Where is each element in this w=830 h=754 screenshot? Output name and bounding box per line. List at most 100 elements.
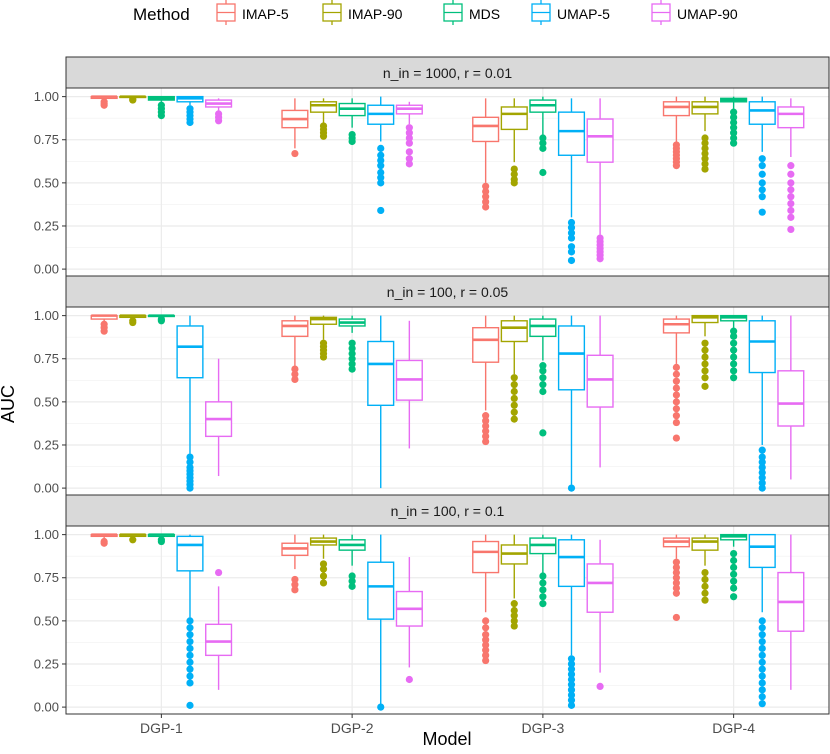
outlier-point: [730, 139, 738, 147]
boxplot-imap-5: [662, 96, 690, 170]
box-iqr: [748, 101, 776, 125]
outlier-point: [672, 563, 681, 571]
outlier-point: [348, 355, 356, 363]
y-tick-label: 1.00: [34, 308, 59, 323]
boxplot-imap-90: [309, 534, 338, 587]
facet-strip: [65, 56, 830, 89]
outlier-point: [319, 339, 328, 347]
boxplot-umap-5: [176, 534, 204, 709]
boxplot-imap-90: [309, 315, 338, 361]
outlier-point: [672, 398, 681, 406]
facet-strip: [65, 494, 830, 527]
outlier-point: [567, 234, 576, 242]
outlier-point: [701, 374, 709, 382]
outlier-point: [758, 458, 766, 466]
outlier-point: [730, 108, 738, 116]
outlier-point: [567, 665, 576, 673]
outlier-point: [758, 631, 766, 639]
outlier-point: [567, 218, 576, 227]
box-iqr: [281, 320, 309, 338]
outlier-point: [672, 558, 681, 566]
outlier-point: [377, 162, 385, 170]
boxplot-umap-5: [748, 533, 776, 708]
legend: Method IMAP-5 IMAP-90 MDS UMAP-5 UMAP-90: [133, 0, 738, 25]
outlier-point: [730, 129, 738, 137]
outlier-point: [482, 624, 490, 632]
y-tick-label: 0.00: [34, 262, 59, 277]
outlier-point: [510, 617, 518, 625]
boxplot-imap-90: [500, 534, 528, 630]
outlier-point: [672, 613, 681, 622]
outlier-point: [377, 144, 385, 152]
outlier-point: [672, 589, 681, 597]
outlier-point: [482, 437, 490, 446]
outlier-point: [596, 682, 604, 691]
box-iqr: [472, 116, 500, 143]
boxplot-imap-5: [90, 95, 118, 109]
outlier-point: [157, 101, 165, 109]
outlier-point: [701, 596, 709, 604]
boxplot-mds: [147, 533, 175, 546]
box-iqr: [662, 101, 690, 117]
outlier-point: [758, 686, 766, 694]
outlier-point: [567, 224, 576, 232]
box-iqr: [367, 561, 395, 620]
outlier-point: [539, 381, 547, 389]
outlier-point: [758, 468, 766, 477]
outlier-point: [758, 637, 766, 646]
box-iqr: [691, 537, 719, 551]
y-tick-label: 0.25: [34, 437, 59, 452]
y-tick-label: 0.75: [34, 351, 59, 366]
y-tick-label: 0.00: [34, 481, 59, 496]
outlier-point: [510, 394, 518, 403]
outlier-point: [510, 170, 518, 178]
outlier-point: [787, 186, 795, 194]
x-tick-label: DGP-2: [331, 720, 374, 736]
outlier-point: [672, 391, 681, 399]
outlier-point: [377, 156, 385, 165]
outlier-point: [377, 168, 385, 177]
outlier-point: [510, 408, 518, 416]
boxplot-mds: [720, 533, 748, 601]
outlier-point: [482, 193, 490, 201]
outlier-point: [672, 574, 681, 582]
boxplot-umap-5: [367, 96, 395, 215]
outlier-point: [186, 463, 194, 472]
box-iqr: [691, 314, 719, 324]
outlier-point: [730, 113, 738, 121]
boxplot-mds: [338, 98, 366, 146]
facet-panel: n_in = 100, r = 0.1 0.00 0.25 0.50 0.75 1.00: [34, 494, 830, 715]
boxplot-mds: [338, 534, 366, 590]
outlier-point: [567, 243, 576, 251]
outlier-point: [701, 575, 709, 584]
boxplot-umap-90: [205, 358, 233, 477]
y-tick-label: 0.50: [34, 613, 59, 628]
outlier-point: [157, 536, 165, 544]
boxplot-umap-90: [395, 320, 423, 449]
outlier-point: [482, 203, 490, 211]
outlier-point: [730, 124, 738, 132]
box-iqr: [557, 539, 586, 588]
outlier-point: [567, 675, 576, 684]
outlier-point: [758, 658, 766, 666]
boxplot-umap-90: [395, 101, 423, 168]
outlier-point: [348, 365, 356, 373]
outlier-point: [319, 560, 328, 568]
outlier-point: [672, 377, 681, 385]
outlier-point: [758, 170, 766, 178]
outlier-point: [701, 360, 709, 368]
outlier-point: [730, 584, 738, 592]
boxplot-imap-90: [119, 533, 147, 544]
boxplot-umap-5: [367, 534, 395, 711]
outlier-point: [701, 582, 709, 590]
facet-strip-label: n_in = 100, r = 0.1: [391, 503, 505, 519]
boxplot-imap-5: [90, 533, 118, 547]
outlier-point: [186, 458, 194, 466]
outlier-point: [510, 622, 518, 630]
x-axis-title: Model: [422, 729, 471, 749]
outlier-point: [567, 691, 576, 699]
outlier-point: [758, 479, 766, 487]
outlier-point: [567, 256, 576, 265]
x-tick-label: DGP-3: [521, 720, 564, 736]
outlier-point: [348, 344, 356, 352]
